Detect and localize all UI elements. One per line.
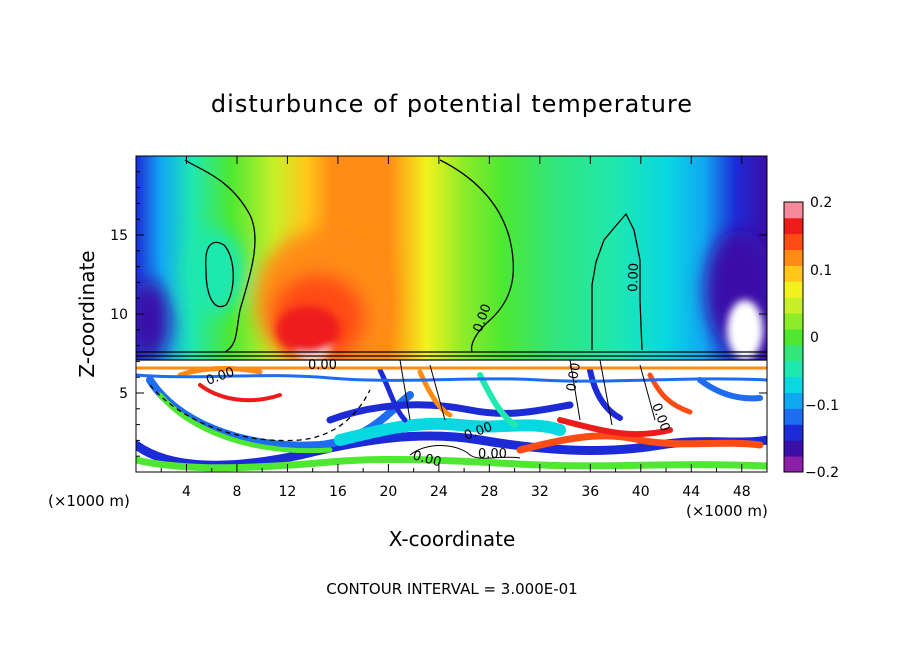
colorbar-tick-label: 0 <box>810 330 819 346</box>
colorbar-swatch <box>784 249 803 266</box>
colorbar-tick-label: −0.2 <box>805 465 839 481</box>
x-tick-label: 4 <box>182 484 191 500</box>
plot-area: 0.00 0.00 0.00 0.00 0.00 0.00 0.00 0.00 … <box>136 156 767 472</box>
x-tick-label: 36 <box>581 484 599 500</box>
x-tick-label: 24 <box>430 484 448 500</box>
colorbar-swatch <box>784 281 803 298</box>
colorbar-labels: 0.2 0.1 0 −0.1 −0.2 <box>805 195 839 481</box>
colorbar-tick-label: −0.1 <box>805 398 839 414</box>
colorbar-frame <box>783 201 804 473</box>
y-axis: 5 10 15 <box>110 171 767 457</box>
colorbar-swatch <box>784 265 803 282</box>
colorbar-swatch <box>784 456 803 473</box>
x-unit-left: (×1000 m) <box>48 492 130 510</box>
x-unit-right: (×1000 m) <box>686 502 768 520</box>
x-tick-label: 8 <box>232 484 241 500</box>
contour-interval-note: CONTOUR INTERVAL = 3.000E-01 <box>326 580 577 598</box>
colorbar-swatch <box>784 392 803 409</box>
colorbar-swatch <box>784 376 803 393</box>
x-tick-label: 32 <box>531 484 549 500</box>
y-tick-label: 15 <box>110 228 128 244</box>
colorbar-swatch <box>784 408 803 425</box>
x-tick-label: 16 <box>329 484 347 500</box>
x-tick-label: 40 <box>632 484 650 500</box>
contour-label: 0.00 <box>308 358 337 373</box>
colorbar-swatch <box>784 297 803 314</box>
x-axis: 4 8 12 16 20 24 28 32 36 40 44 48 <box>160 156 751 500</box>
x-tick-label: 12 <box>279 484 297 500</box>
cool-patch-left <box>136 280 170 360</box>
colorbar-swatch <box>784 440 803 457</box>
colorbar-swatch <box>784 329 803 346</box>
x-tick-label: 28 <box>480 484 498 500</box>
colorbar <box>784 202 803 473</box>
colorbar-swatch <box>784 233 803 251</box>
chart-title: disturbunce of potential temperature <box>211 90 693 118</box>
colorbar-swatch <box>784 344 803 362</box>
contour-label: 0.00 <box>564 362 584 393</box>
y-tick-label: 10 <box>110 307 128 323</box>
colorbar-swatch <box>784 424 803 441</box>
red-core <box>276 306 340 354</box>
cool-patch-upper <box>185 230 245 314</box>
x-tick-label: 48 <box>733 484 751 500</box>
colorbar-tick-label: 0.1 <box>810 263 832 279</box>
x-tick-label: 44 <box>682 484 700 500</box>
y-tick-label: 5 <box>119 386 128 402</box>
x-axis-title: X-coordinate <box>389 527 516 551</box>
contour-label: 0.00 <box>478 447 507 462</box>
colorbar-swatch <box>784 217 803 235</box>
contour-label: 0.00 <box>626 263 642 292</box>
colorbar-swatch <box>784 313 803 330</box>
colorbar-swatch <box>784 360 803 378</box>
contour-label: 0.00 <box>411 448 443 470</box>
contour-lines <box>136 159 767 459</box>
cold-spot-white <box>727 300 763 360</box>
x-tick-label: 20 <box>379 484 397 500</box>
colorbar-swatch <box>784 202 803 219</box>
y-axis-title: Z-coordinate <box>75 250 99 377</box>
colorbar-tick-label: 0.2 <box>810 195 832 211</box>
